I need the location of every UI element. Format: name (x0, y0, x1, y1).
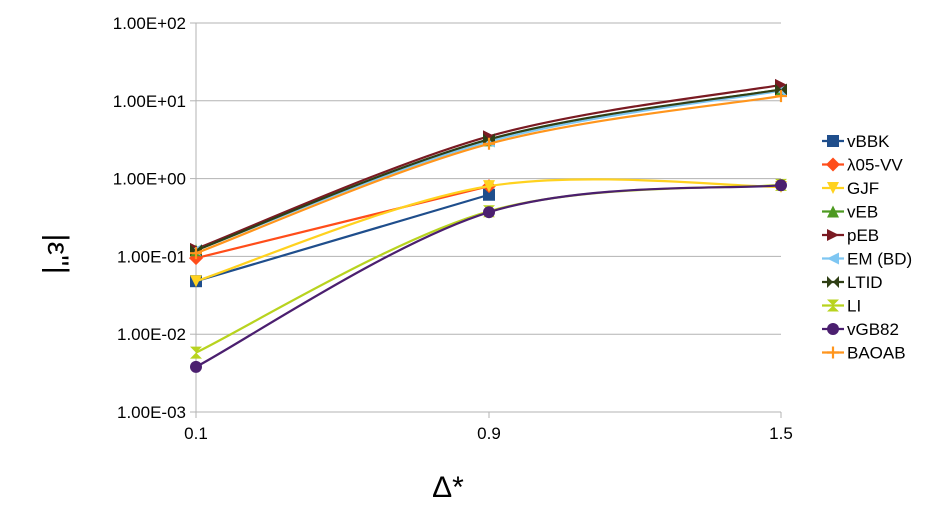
series-line (195, 94, 782, 255)
series-layer (189, 78, 787, 373)
legend-item: vEB (822, 203, 878, 222)
legend: vBBK λ05-VV GJF vEB pEB EM (BD) LTID LI vGB82 BAO… (822, 132, 912, 363)
data-point (483, 188, 495, 201)
data-point (775, 179, 787, 192)
legend-marker (827, 205, 839, 218)
data-point (483, 137, 495, 150)
legend-item: LI (822, 297, 861, 316)
legend-label: vEB (847, 203, 878, 222)
y-tick-label: 1.00E-02 (117, 325, 186, 344)
legend-label: BAOAB (847, 344, 906, 363)
legend-marker (827, 182, 839, 194)
series-line (195, 83, 782, 250)
y-tick-label: 1.00E-01 (117, 247, 186, 266)
series-LTID (190, 83, 787, 257)
legend-item: λ05-VV (822, 156, 903, 175)
series-LI (190, 178, 787, 359)
data-point (190, 360, 202, 373)
legend-item: vBBK (822, 132, 890, 151)
data-point (483, 180, 495, 193)
y-tick-label: 1.00E+02 (113, 14, 186, 33)
legend-item: BAOAB (822, 344, 906, 363)
data-point (190, 275, 202, 288)
data-point (190, 346, 202, 359)
legend-item: EM (BD) (822, 250, 912, 269)
data-point (483, 206, 495, 219)
legend-item: LTID (822, 273, 883, 292)
series-line (195, 193, 490, 283)
x-tick-label: 0.1 (184, 424, 208, 443)
legend-marker (827, 299, 839, 312)
series-line (195, 88, 782, 252)
legend-marker (827, 346, 839, 359)
series-pEB (190, 78, 787, 255)
series-BAOAB (190, 90, 787, 260)
legend-marker (827, 135, 839, 147)
legend-label: pEB (847, 226, 879, 245)
data-point (190, 247, 202, 260)
data-point (775, 83, 787, 96)
x-tick-labels: 0.1 0.9 1.5 (184, 424, 793, 443)
y-tick-label: 1.00E+01 (113, 92, 186, 111)
series-EM (BD) (190, 84, 787, 257)
series-line (195, 89, 782, 252)
legend-marker (827, 276, 839, 288)
series-line (195, 88, 782, 252)
legend-label: vBBK (847, 132, 890, 151)
legend-item: GJF (822, 179, 879, 198)
y-tick-label: 1.00E+00 (113, 170, 186, 189)
x-tick-label: 1.5 (769, 424, 793, 443)
x-tick-label: 0.9 (477, 424, 501, 443)
legend-label: GJF (847, 179, 879, 198)
legend-label: LI (847, 297, 861, 316)
series-line (195, 185, 490, 260)
y-tick-label: 1.00E-03 (117, 403, 186, 422)
legend-marker (827, 323, 839, 335)
series-vGB82 (190, 179, 787, 373)
legend-label: λ05-VV (847, 156, 903, 175)
legend-item: pEB (822, 226, 879, 245)
y-axis-label: |ε''| (41, 234, 74, 274)
legend-marker (827, 252, 839, 265)
data-point (775, 90, 787, 103)
legend-label: vGB82 (847, 320, 899, 339)
legend-marker (827, 229, 839, 241)
legend-label: EM (BD) (847, 250, 912, 269)
legend-marker (826, 157, 840, 172)
series-vEB (190, 83, 787, 257)
y-tick-labels: 1.00E-03 1.00E-02 1.00E-01 1.00E+00 1.00E+01… (113, 14, 186, 422)
x-axis-label: Δ* (432, 471, 464, 504)
legend-label: LTID (847, 273, 883, 292)
legend-item: vGB82 (822, 320, 899, 339)
